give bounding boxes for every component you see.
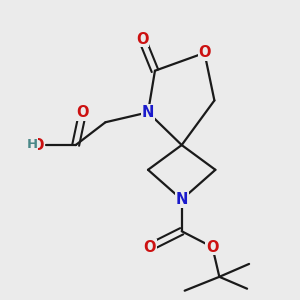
Text: O: O xyxy=(206,240,219,255)
Text: O: O xyxy=(76,105,89,120)
Text: O: O xyxy=(198,45,211,60)
Text: H: H xyxy=(26,138,38,151)
Text: O: O xyxy=(136,32,148,46)
Text: O: O xyxy=(32,137,44,152)
Text: N: N xyxy=(176,192,188,207)
Text: O: O xyxy=(144,240,156,255)
Text: N: N xyxy=(142,105,154,120)
